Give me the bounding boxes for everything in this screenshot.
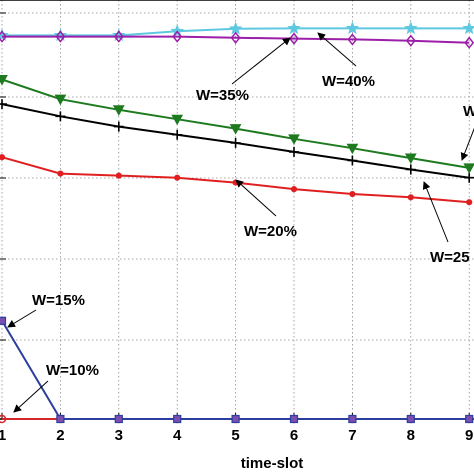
x-tick-label: 2 — [56, 427, 64, 444]
annotation-arrow — [460, 127, 474, 161]
series-w-30- — [0, 75, 474, 174]
data-point — [463, 163, 474, 174]
annotation: W=35% — [196, 37, 291, 104]
data-point — [171, 114, 184, 126]
x-tick-label: 5 — [231, 427, 239, 444]
annotation: W=20% — [235, 179, 297, 240]
data-point — [112, 105, 125, 116]
grid — [0, 0, 474, 419]
data-point — [57, 170, 64, 177]
data-point — [55, 30, 66, 43]
data-point — [405, 164, 416, 175]
annotations: W=35% W=40% W W=20% W=25 W=15% W=10% — [7, 32, 474, 413]
data-point — [404, 21, 418, 35]
plot-area — [0, 21, 474, 424]
data-point — [231, 414, 240, 424]
data-point — [346, 143, 359, 155]
data-point — [290, 186, 298, 193]
data-point — [56, 414, 65, 424]
annotation: W=40% — [317, 32, 375, 90]
data-point — [113, 30, 124, 43]
data-point — [406, 414, 415, 424]
data-point — [0, 99, 7, 110]
data-point — [289, 414, 299, 424]
data-point — [0, 154, 6, 161]
series-line — [2, 35, 470, 44]
series-w-15- — [0, 316, 474, 424]
x-tick-label: 9 — [465, 427, 473, 444]
annotation-arrow — [7, 309, 37, 328]
data-point — [174, 174, 181, 181]
x-axis-title: time-slot — [241, 455, 304, 472]
annotation-arrow — [317, 32, 357, 67]
x-tick-label: 3 — [115, 427, 123, 444]
annotation-label: W=25 — [430, 249, 470, 266]
data-point — [464, 172, 474, 183]
data-point — [404, 153, 417, 165]
annotation: W=15% — [7, 292, 85, 328]
data-point — [114, 414, 123, 424]
data-point — [112, 28, 126, 42]
x-tick-label: 7 — [348, 427, 356, 444]
annotation-arrow — [231, 37, 291, 85]
data-point — [54, 94, 67, 106]
annotation-label: W=40% — [322, 73, 375, 90]
annotation-arrow — [13, 380, 49, 413]
data-point — [464, 36, 474, 49]
data-point — [466, 199, 473, 206]
data-point — [347, 155, 358, 166]
data-point — [349, 190, 356, 198]
data-point — [228, 21, 243, 35]
data-point — [405, 34, 416, 47]
data-point — [407, 194, 414, 201]
data-point — [173, 414, 182, 424]
annotation-label: W=10% — [46, 362, 99, 379]
x-tick-label: 8 — [407, 427, 415, 444]
data-point — [347, 33, 358, 46]
data-point — [172, 30, 183, 43]
data-point — [289, 32, 299, 45]
data-point — [172, 129, 183, 140]
x-tick-label: 4 — [173, 427, 182, 444]
data-point — [462, 21, 474, 35]
data-point — [0, 316, 7, 325]
data-point — [465, 414, 474, 424]
series-w-25- — [0, 99, 474, 183]
data-point — [230, 137, 241, 148]
annotation-arrow — [235, 179, 277, 217]
data-point — [287, 21, 301, 35]
annotation-label: W=20% — [244, 223, 297, 240]
annotation-label: W=35% — [196, 87, 249, 104]
x-tick-label: 1 — [0, 427, 6, 444]
data-point — [53, 28, 68, 42]
data-point — [115, 172, 122, 179]
annotation: W=10% — [13, 362, 99, 413]
annotation-label: W — [463, 103, 474, 120]
annotation-label: W=15% — [32, 292, 85, 309]
series-w-40- — [0, 30, 474, 49]
data-point — [348, 414, 357, 424]
axes — [0, 0, 474, 420]
annotation-arrow — [422, 181, 449, 243]
data-point — [0, 75, 8, 86]
data-point — [55, 111, 66, 122]
data-point — [0, 30, 7, 43]
data-point — [230, 31, 241, 45]
data-point — [288, 134, 300, 145]
x-tick-label: 6 — [290, 427, 298, 444]
data-point — [113, 121, 124, 132]
tick-labels: 1 2 3 4 5 6 7 8 9 — [0, 427, 473, 444]
annotation: W=25 — [422, 181, 470, 266]
annotation: W — [460, 103, 474, 161]
data-point — [345, 21, 360, 35]
data-point — [289, 146, 299, 157]
data-point — [0, 414, 7, 424]
data-point — [229, 124, 242, 135]
